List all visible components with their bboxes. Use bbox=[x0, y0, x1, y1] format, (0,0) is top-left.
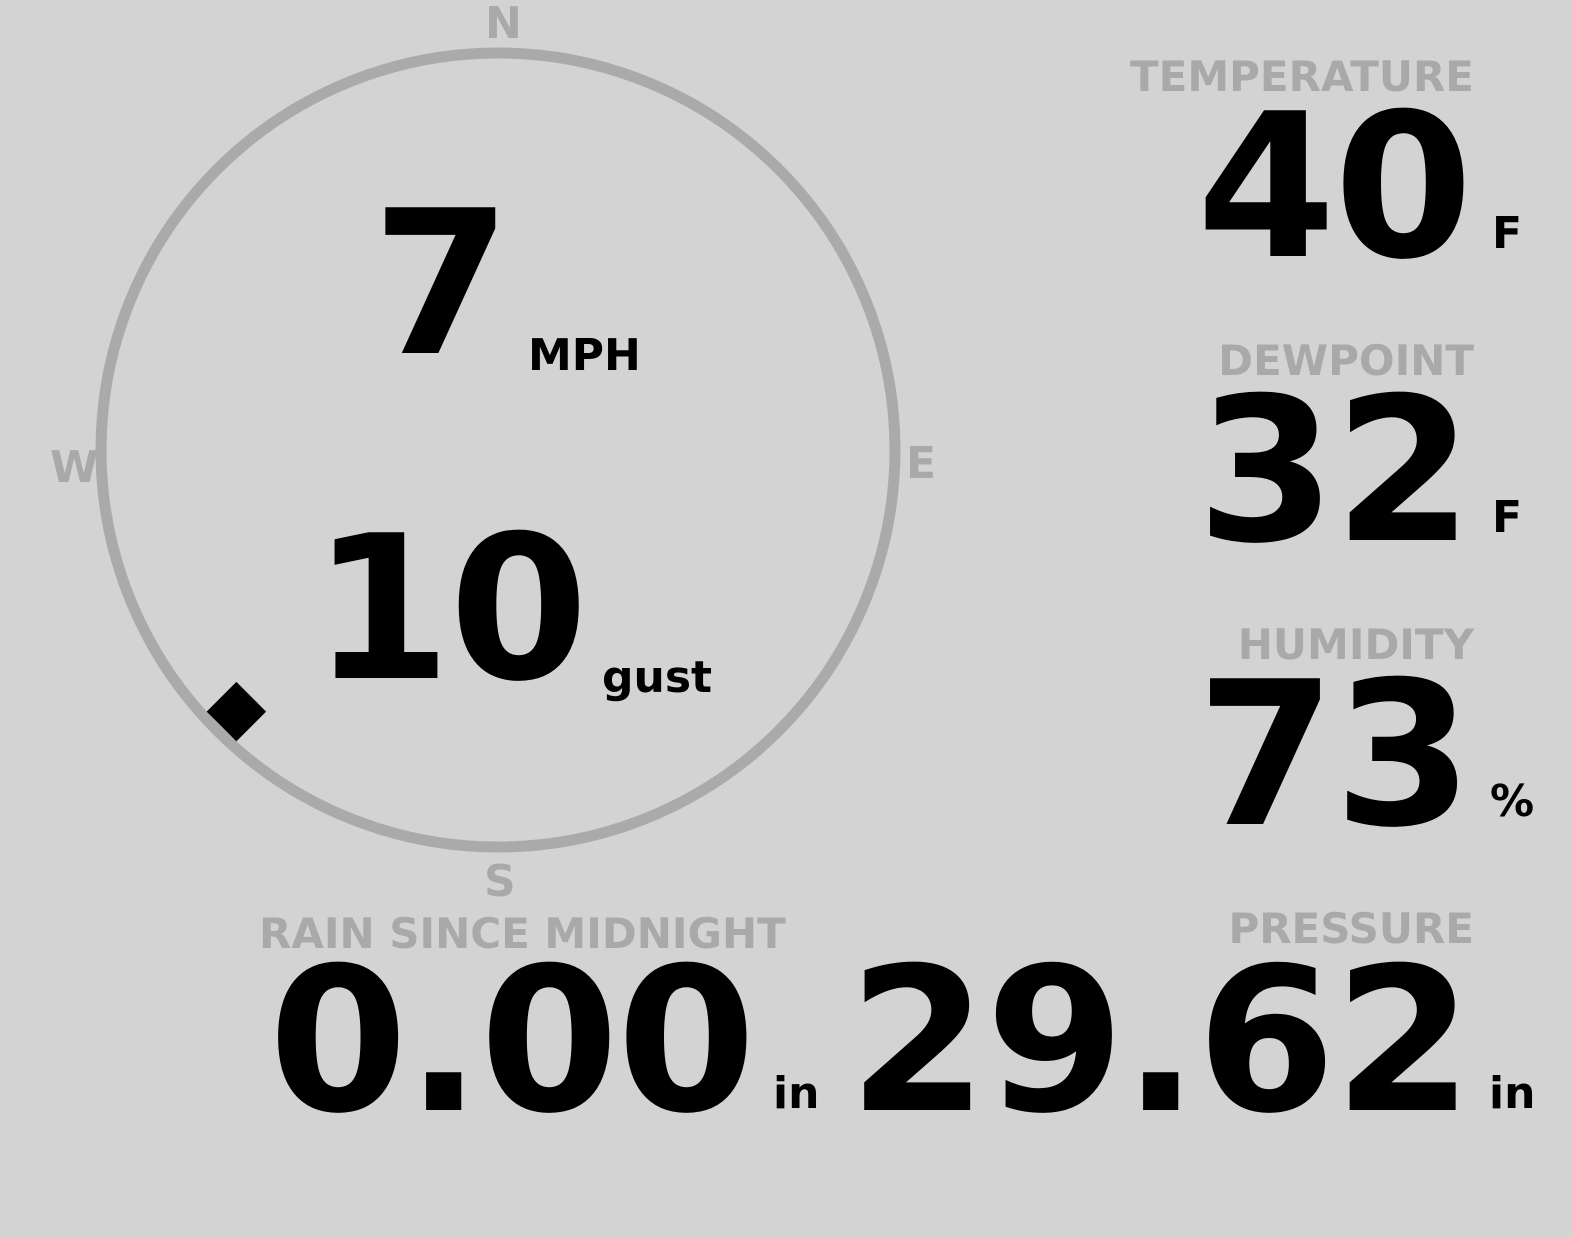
pressure-unit: in bbox=[1489, 1068, 1536, 1119]
rain-label: RAIN SINCE MIDNIGHT bbox=[259, 909, 786, 958]
compass-south: S bbox=[484, 856, 516, 907]
compass-east: E bbox=[906, 438, 937, 489]
wind-speed-unit: MPH bbox=[528, 330, 641, 381]
wind-compass bbox=[95, 47, 901, 853]
compass-west: W bbox=[50, 442, 99, 493]
rain-unit: in bbox=[773, 1068, 820, 1119]
temperature-label: TEMPERATURE bbox=[1130, 52, 1474, 101]
pressure-value: 29.62 bbox=[848, 925, 1473, 1158]
temperature-value: 40 bbox=[1196, 71, 1473, 304]
dewpoint-value: 32 bbox=[1196, 355, 1473, 588]
wind-gust-value: 10 bbox=[312, 493, 588, 726]
dewpoint-unit: F bbox=[1492, 492, 1523, 543]
dewpoint-label: DEWPOINT bbox=[1218, 336, 1474, 385]
wind-gust-unit: gust bbox=[602, 652, 713, 703]
humidity-label: HUMIDITY bbox=[1237, 620, 1474, 669]
compass-ring bbox=[95, 47, 901, 853]
pressure-label: PRESSURE bbox=[1228, 904, 1474, 953]
compass-north: N bbox=[485, 0, 522, 49]
humidity-value: 73 bbox=[1196, 639, 1473, 872]
humidity-unit: % bbox=[1490, 776, 1535, 827]
temperature-unit: F bbox=[1492, 208, 1523, 259]
rain-value: 0.00 bbox=[268, 925, 756, 1158]
wind-speed-value: 7 bbox=[372, 168, 511, 401]
